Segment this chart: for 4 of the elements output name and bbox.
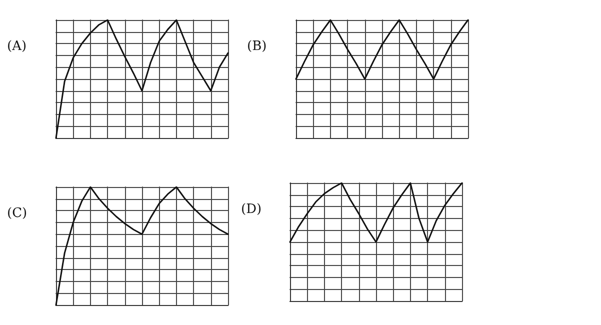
text: (C) bbox=[7, 206, 28, 221]
text: (D) bbox=[241, 202, 262, 217]
text: (B) bbox=[247, 39, 267, 54]
text: (A) bbox=[7, 39, 27, 54]
